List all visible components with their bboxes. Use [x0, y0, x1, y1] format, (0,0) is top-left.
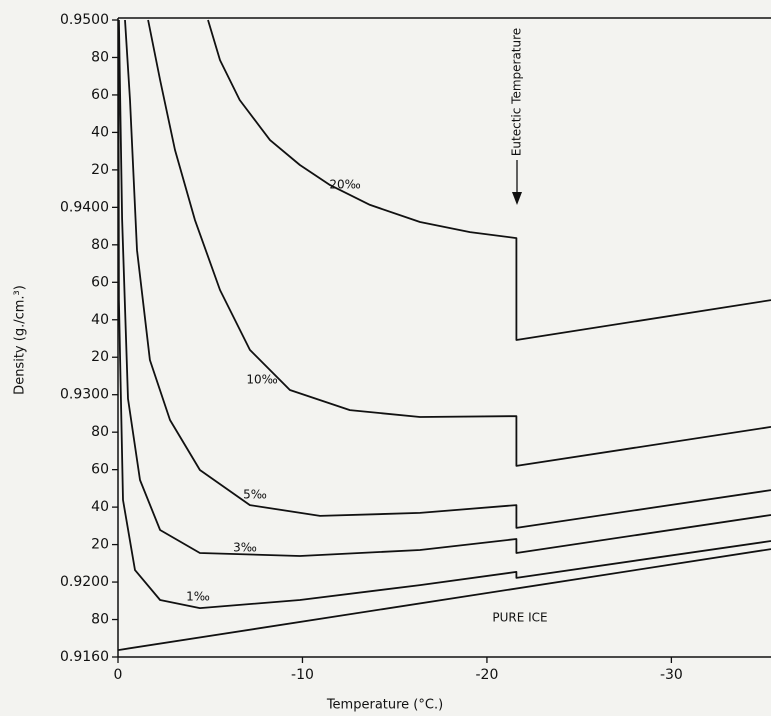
y-tick-label: 60: [91, 462, 109, 478]
curve: [118, 19, 771, 557]
curve: [207, 19, 771, 341]
x-tick-label: -10: [291, 667, 314, 683]
y-tick-label: 40: [91, 499, 109, 515]
plot-area: [118, 19, 771, 651]
curve: [124, 19, 771, 529]
y-tick-label: 80: [91, 612, 109, 628]
x-tick-label: -30: [660, 667, 683, 683]
x-axis-title: Temperature (°C.): [326, 698, 443, 713]
curve-label: 3‰: [233, 541, 257, 555]
y-tick-label: 0.9400: [60, 199, 109, 215]
y-tick-label: 80: [91, 49, 109, 65]
y-tick-label: 20: [91, 162, 109, 178]
y-tick-label: 20: [91, 537, 109, 553]
curve-label: 10‰: [246, 373, 277, 387]
y-tick-label: 0.9500: [60, 12, 109, 28]
annotation: Eutectic Temperature: [510, 28, 524, 156]
curve-label: 20‰: [329, 178, 360, 192]
curve: [118, 19, 771, 609]
y-tick-label: 80: [91, 237, 109, 253]
y-tick-label: 80: [91, 424, 109, 440]
x-tick-label: 0: [114, 667, 123, 683]
curve-label: PURE ICE: [492, 611, 547, 625]
curve-label: 5‰: [243, 488, 267, 502]
y-tick-label: 0.9200: [60, 574, 109, 590]
y-tick-label: 60: [91, 274, 109, 290]
y-tick-label: 40: [91, 124, 109, 140]
x-tick-label: -20: [475, 667, 498, 683]
y-tick-label: 20: [91, 349, 109, 365]
curve: [118, 548, 771, 651]
y-axis-title: Density (g./cm.³): [13, 285, 28, 395]
y-tick-label: 40: [91, 312, 109, 328]
y-tick-label: 0.9300: [60, 387, 109, 403]
y-tick-label: 0.9160: [60, 649, 109, 665]
annotation-arrowhead: [512, 192, 522, 205]
y-tick-label: 60: [91, 87, 109, 103]
curve: [147, 19, 771, 467]
curve-label: 1‰: [186, 590, 210, 604]
